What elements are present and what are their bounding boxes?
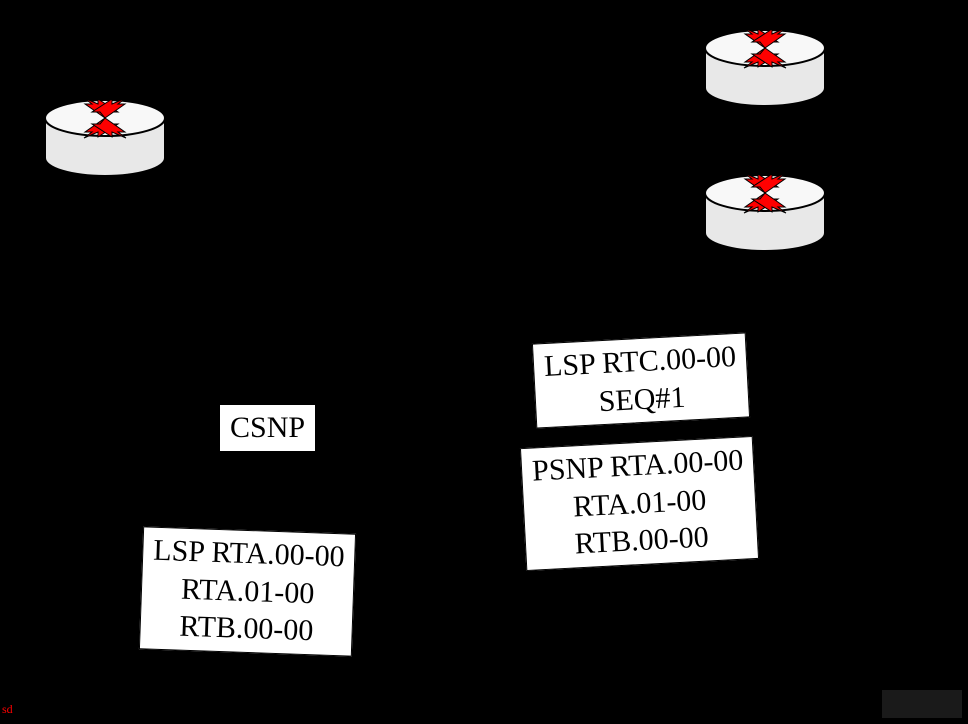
router-rta (40, 90, 170, 180)
lsp-rta-line-2: RTB.00-00 (150, 607, 343, 651)
lsp-rtc-box: LSP RTC.00-00 SEQ#1 (532, 332, 750, 428)
corner-label: sd (2, 702, 13, 717)
watermark (882, 690, 962, 718)
router-rtb (700, 20, 830, 110)
csnp-box: CSNP (219, 404, 316, 452)
lsp-rta-box: LSP RTA.00-00 RTA.01-00 RTB.00-00 (139, 526, 357, 656)
router-icon (700, 20, 830, 110)
csnp-line-0: CSNP (230, 409, 305, 447)
router-rtc (700, 165, 830, 255)
lsp-rta-line-0: LSP RTA.00-00 (153, 532, 346, 576)
router-icon (40, 90, 170, 180)
router-icon (700, 165, 830, 255)
psnp-box: PSNP RTA.00-00 RTA.01-00 RTB.00-00 (520, 436, 759, 571)
